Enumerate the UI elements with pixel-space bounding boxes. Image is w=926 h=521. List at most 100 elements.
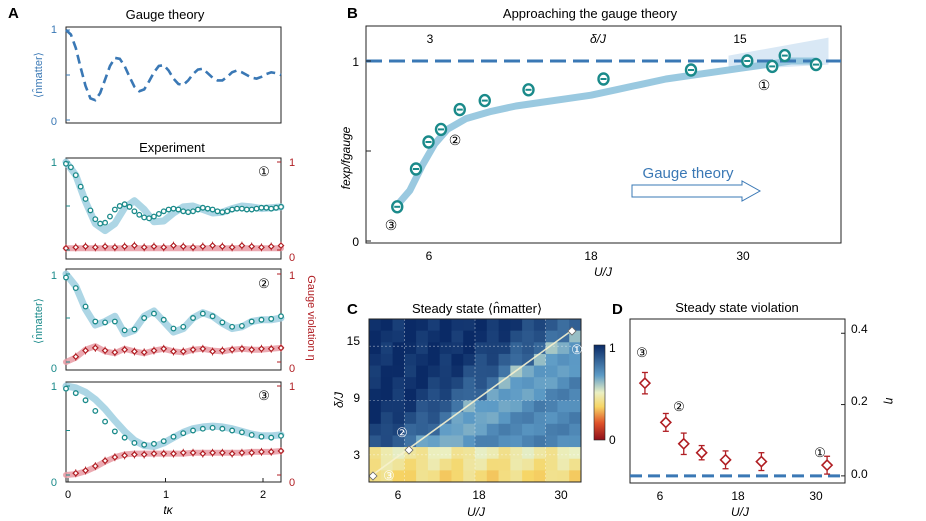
matter-data-point [82, 397, 89, 404]
panel-a-3-marker: ③ [258, 388, 270, 403]
panel-a-3-xtick-1: 1 [163, 489, 169, 501]
panel-a-gauge: Gauge theory 1 0 ⟨n̂matter⟩ [31, 7, 282, 128]
heatmap-cell [522, 353, 535, 366]
matter-data-point [111, 318, 118, 325]
panel-label-a: A [8, 5, 19, 22]
violation-data-point [228, 346, 236, 354]
heatmap-cell [416, 388, 429, 401]
panel-c-ytick-15: 15 [347, 334, 361, 348]
violation-data-point [659, 416, 672, 429]
heatmap-cell [498, 342, 511, 355]
violation-data-point [248, 449, 256, 457]
heatmap-cell [498, 470, 511, 483]
panel-a-3-xtick-0: 0 [65, 489, 71, 501]
panel-d-ytick-00: 0.0 [851, 467, 868, 481]
heatmap-cell [451, 470, 464, 483]
panel-a-2-ytick-0: 0 [51, 363, 57, 375]
matter-data-point [131, 440, 138, 446]
heatmap-cell [498, 458, 511, 471]
heatmap-cell [557, 353, 570, 366]
heatmap-cell [392, 470, 405, 483]
heatmap-cell [463, 447, 476, 460]
violation-data-point [755, 455, 768, 468]
heatmap-cell [427, 353, 441, 366]
heatmap-cell [416, 470, 429, 483]
heatmap-cell [439, 377, 452, 390]
matter-data-point [190, 427, 196, 434]
matter-data-point [107, 213, 113, 220]
heatmap-cell [545, 353, 558, 366]
panel-a-gauge-ytick-1: 1 [51, 24, 57, 36]
matter-theory-band [62, 270, 285, 338]
panel-c-heatmap [368, 319, 582, 483]
panel-a-3-xtick-2: 2 [260, 489, 266, 501]
panel-a-gauge-title: Gauge theory [126, 7, 205, 22]
heatmap-cell [498, 400, 511, 413]
heatmap-cell [498, 330, 511, 343]
heatmap-cell [486, 470, 499, 483]
panel-b-marker-3: ③ [385, 217, 398, 233]
violation-data-point [258, 345, 265, 353]
heatmap-cell [522, 447, 535, 460]
heatmap-cell [545, 470, 558, 483]
violation-data-point [150, 243, 158, 250]
violation-data-point [82, 467, 89, 474]
matter-data-point [248, 432, 255, 438]
violation-data-point [199, 345, 207, 353]
violation-data-point [189, 346, 197, 354]
heatmap-cell [369, 423, 382, 436]
heatmap-cell [380, 400, 393, 413]
heatmap-cell [510, 435, 523, 448]
matter-data-point [238, 429, 245, 436]
heatmap-cell [451, 423, 464, 436]
panel-b-frame [365, 25, 842, 244]
heatmap-marker-diamond [368, 471, 378, 481]
panel-a-1-ytick-1: 1 [51, 157, 57, 169]
matter-data-point [63, 385, 69, 392]
heatmap-cell [451, 400, 464, 413]
panel-c-colorbar [593, 344, 606, 441]
violation-data-point [170, 347, 177, 355]
heatmap-cell [463, 412, 476, 425]
panel-a-3-plot [62, 382, 285, 482]
heatmap-cell [451, 342, 464, 355]
heatmap-cell [533, 388, 547, 401]
heatmap-cell [392, 365, 405, 378]
heatmap-cell [486, 365, 499, 378]
violation-data-point [111, 348, 119, 356]
heatmap-cell [498, 353, 511, 366]
panel-b-marker-1: ① [758, 77, 771, 93]
panel-d-title: Steady state violation [675, 300, 799, 315]
heatmap-cell [569, 342, 582, 355]
panel-a-3-rtick-1: 1 [289, 381, 295, 393]
heatmap-cell [510, 342, 523, 355]
heatmap-cell [545, 458, 558, 471]
panel-b-xtick-30: 30 [736, 249, 750, 263]
heatmap-cell [533, 319, 547, 332]
heatmap-cell [380, 342, 393, 355]
heatmap-cell [475, 353, 488, 366]
violation-data-point [91, 344, 99, 352]
heatmap-cell [463, 342, 476, 355]
panel-b-arrow [631, 180, 762, 202]
heatmap-cell [545, 447, 558, 460]
heatmap-cell [522, 400, 535, 413]
heatmap-cell [427, 342, 441, 355]
heatmap-cell [416, 319, 429, 332]
heatmap-cell [404, 319, 417, 332]
matter-data-point [209, 206, 216, 213]
panel-a-2-right-ylabel: Gauge violation η [305, 275, 317, 361]
heatmap-cell [569, 353, 582, 366]
heatmap-cell [533, 447, 547, 460]
violation-data-point [101, 457, 109, 465]
heatmap-cell [557, 412, 570, 425]
heatmap-cell [486, 342, 499, 355]
matter-data-point [111, 206, 118, 213]
matter-data-point [146, 215, 153, 222]
panel-a-2-marker: ② [258, 276, 270, 291]
matter-data-point [243, 206, 250, 213]
panel-b-xtick-18: 18 [584, 249, 598, 263]
panel-c-ytick-9: 9 [353, 391, 360, 405]
violation-data-point [160, 450, 168, 458]
